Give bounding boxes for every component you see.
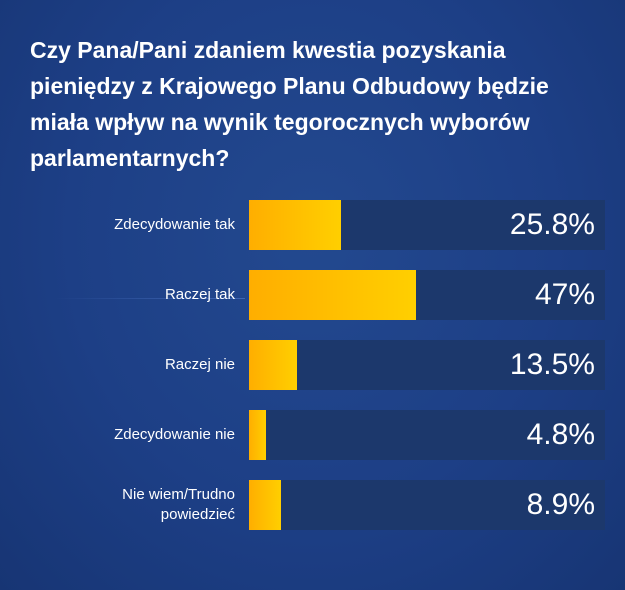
bar — [249, 410, 267, 460]
category-label: Zdecydowanie nie — [114, 426, 235, 443]
category-label: Raczej tak — [164, 286, 235, 303]
bar — [249, 270, 417, 320]
bar-row: Raczej nie 13.5% — [0, 340, 625, 390]
bar-track: 47% — [249, 270, 605, 320]
bar-row: Zdecydowanie tak 25.8% — [0, 200, 625, 250]
bar-track: 13.5% — [249, 340, 605, 390]
category-label: Nie wiem/Trudno powiedzieć — [122, 486, 235, 523]
decorative-line — [55, 298, 245, 299]
bar — [249, 480, 281, 530]
category-label: Raczej nie — [164, 356, 235, 373]
bar — [249, 200, 341, 250]
category-label: Zdecydowanie tak — [114, 216, 235, 233]
value-label: 47% — [534, 278, 595, 311]
bar-row: Zdecydowanie nie 4.8% — [0, 410, 625, 460]
value-label: 4.8% — [526, 418, 595, 451]
bar — [249, 340, 298, 390]
bar-track: 8.9% — [249, 480, 605, 530]
value-label: 8.9% — [526, 488, 595, 521]
bar-chart: Zdecydowanie tak 25.8% Raczej tak 47% Raczej… — [0, 200, 625, 530]
chart-title: Czy Pana/Pani zdaniem kwestia pozyskania… — [30, 37, 549, 171]
bar-track: 4.8% — [249, 410, 605, 460]
bar-track: 25.8% — [249, 200, 605, 250]
bar-row: Nie wiem/Trudno powiedzieć 8.9% — [0, 480, 625, 530]
bar-row: Raczej tak 47% — [0, 270, 625, 320]
value-label: 13.5% — [509, 348, 595, 381]
value-label: 25.8% — [509, 208, 595, 241]
